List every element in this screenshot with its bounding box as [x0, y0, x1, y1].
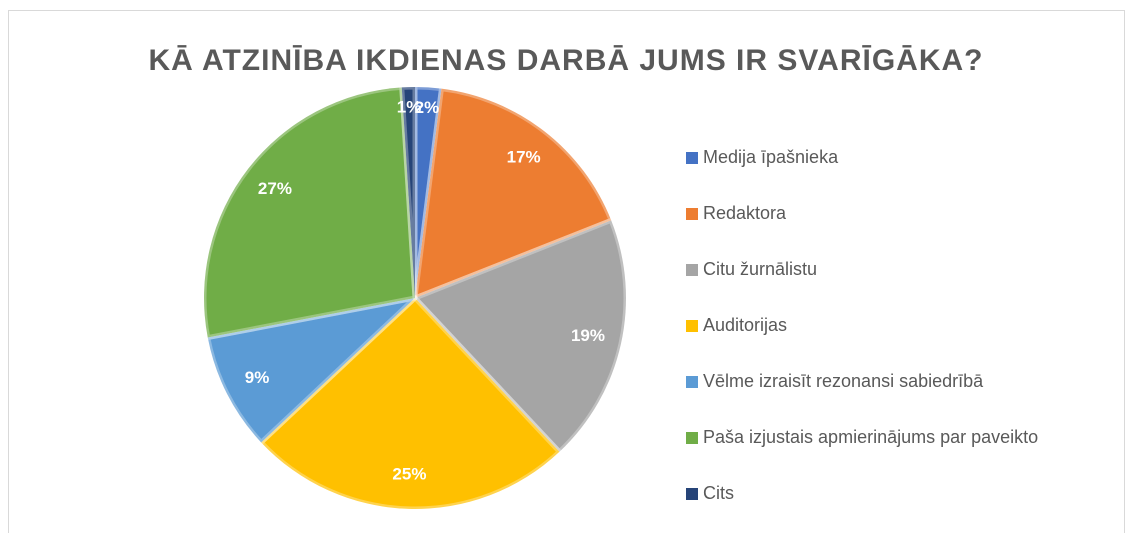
legend-label: Redaktora [703, 203, 787, 223]
pie-slice [412, 86, 614, 301]
legend-label: Citu žurnālistu [703, 259, 817, 279]
legend-label: Paša izjustais apmierinājums par paveikt… [703, 427, 1038, 447]
legend-swatch [686, 152, 698, 164]
data-label: 25% [392, 465, 426, 484]
data-label: 2% [415, 98, 440, 117]
pie-slice [412, 217, 629, 455]
legend-swatch [686, 208, 698, 220]
legend-label: Medija īpašnieka [703, 147, 839, 167]
legend-label: Cits [703, 483, 734, 503]
legend-swatch [686, 264, 698, 276]
data-label: 19% [571, 326, 605, 345]
pie-slice [412, 84, 444, 301]
pie-slice [399, 84, 418, 301]
legend-swatch [686, 488, 698, 500]
chart-title: KĀ ATZINĪBA IKDIENAS DARBĀ JUMS IR SVARĪ… [148, 44, 983, 77]
data-label: 17% [507, 147, 541, 166]
legend-label: Vēlme izraisīt rezonansi sabiedrībā [703, 371, 984, 391]
data-label: 27% [258, 179, 292, 198]
legend-label: Auditorijas [703, 315, 787, 335]
pie-slice [205, 295, 418, 445]
legend-swatch [686, 320, 698, 332]
legend-swatch [686, 432, 698, 444]
pie-slice [201, 84, 418, 341]
data-label: 9% [245, 368, 270, 387]
legend-swatch [686, 376, 698, 388]
data-label: 1% [397, 98, 422, 117]
pie-slice [258, 295, 562, 512]
